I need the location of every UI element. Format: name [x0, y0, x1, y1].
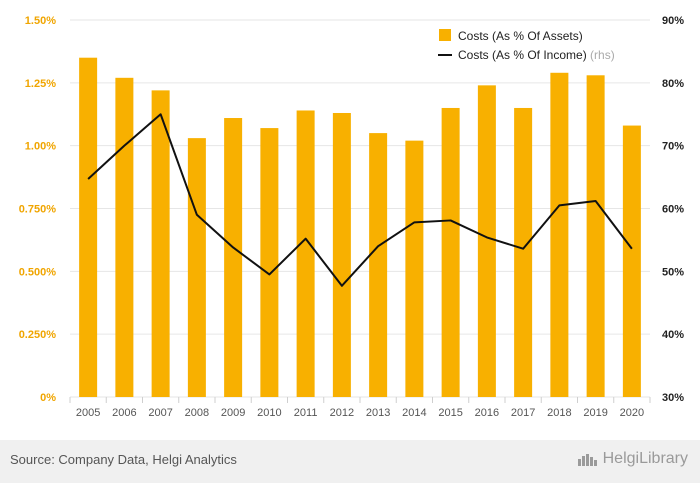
x-tick-label: 2005 — [76, 407, 100, 419]
x-tick-label: 2011 — [294, 407, 318, 419]
line-series — [87, 113, 633, 287]
left-tick-label: 1.00% — [25, 141, 56, 153]
x-tick-label: 2015 — [438, 407, 462, 419]
bar-2012 — [332, 112, 351, 397]
x-tick-label: 2016 — [475, 407, 499, 419]
left-axis: 0% 0.250% 0.500% 0.750% 1.00% 1.25% 1.50% — [19, 15, 57, 404]
x-tick-label: 2013 — [366, 407, 390, 419]
legend: Costs (As % Of Assets) Costs (As % Of Inc… — [438, 29, 615, 62]
right-tick-label: 30% — [662, 392, 684, 404]
x-tick-label: 2008 — [185, 407, 209, 419]
bar-2017 — [514, 107, 533, 397]
brand-name: HelgiLibrary — [602, 450, 688, 467]
x-tick-label: 2020 — [620, 407, 644, 419]
x-tick-label: 2012 — [330, 407, 354, 419]
left-tick-label: 1.50% — [25, 15, 56, 27]
right-tick-label: 90% — [662, 15, 684, 27]
income-line — [87, 113, 633, 287]
bar-2019 — [586, 75, 605, 397]
bar-2011 — [296, 110, 315, 397]
x-tick-label: 2017 — [511, 407, 535, 419]
bar-2015 — [441, 107, 460, 397]
brand: HelgiLibrary — [577, 450, 688, 468]
bar-2016 — [477, 85, 496, 397]
bar-2006 — [115, 77, 134, 397]
left-tick-label: 0.500% — [19, 266, 57, 278]
bar-2020 — [622, 125, 641, 397]
x-tick-label: 2019 — [583, 407, 607, 419]
x-tick-label: 2006 — [112, 407, 136, 419]
right-axis: 30% 40% 50% 60% 70% 80% 90% — [662, 15, 684, 404]
left-tick-label: 0.250% — [19, 329, 57, 341]
bar-2007 — [151, 90, 170, 397]
x-axis: 2005 2006 2007 2008 2009 2010 2011 2012 2013 2014… — [76, 407, 644, 419]
legend-bar-label: Costs (As % Of Assets) — [458, 29, 583, 43]
x-tick-label: 2009 — [221, 407, 245, 419]
source-note: Source: Company Data, Helgi Analytics — [10, 452, 237, 467]
bar-2013 — [369, 133, 388, 397]
bar-2009 — [224, 118, 243, 398]
bar-series — [79, 57, 641, 398]
x-tick-label: 2010 — [257, 407, 281, 419]
x-tick-label: 2018 — [547, 407, 571, 419]
right-tick-label: 70% — [662, 141, 684, 153]
bar-2018 — [550, 72, 569, 397]
footer: Source: Company Data, Helgi Analytics He… — [0, 440, 700, 483]
legend-line-label: Costs (As % Of Income) (rhs) — [458, 48, 615, 62]
right-tick-label: 60% — [662, 204, 684, 216]
bar-2008 — [187, 138, 206, 398]
bar-2014 — [405, 140, 424, 397]
chart-area: 0% 0.250% 0.500% 0.750% 1.00% 1.25% 1.50% 30% 4… — [19, 15, 685, 419]
library-logo-icon — [577, 454, 597, 466]
right-tick-label: 50% — [662, 266, 684, 278]
left-tick-label: 1.25% — [25, 78, 56, 90]
bar-2010 — [260, 128, 279, 397]
right-tick-label: 80% — [662, 78, 684, 90]
left-tick-label: 0% — [40, 392, 56, 404]
x-tick-label: 2007 — [148, 407, 172, 419]
bar-2005 — [79, 57, 98, 397]
right-tick-label: 40% — [662, 329, 684, 341]
x-tick-label: 2014 — [402, 407, 426, 419]
left-tick-label: 0.750% — [19, 204, 57, 216]
legend-bar-swatch — [439, 29, 451, 41]
